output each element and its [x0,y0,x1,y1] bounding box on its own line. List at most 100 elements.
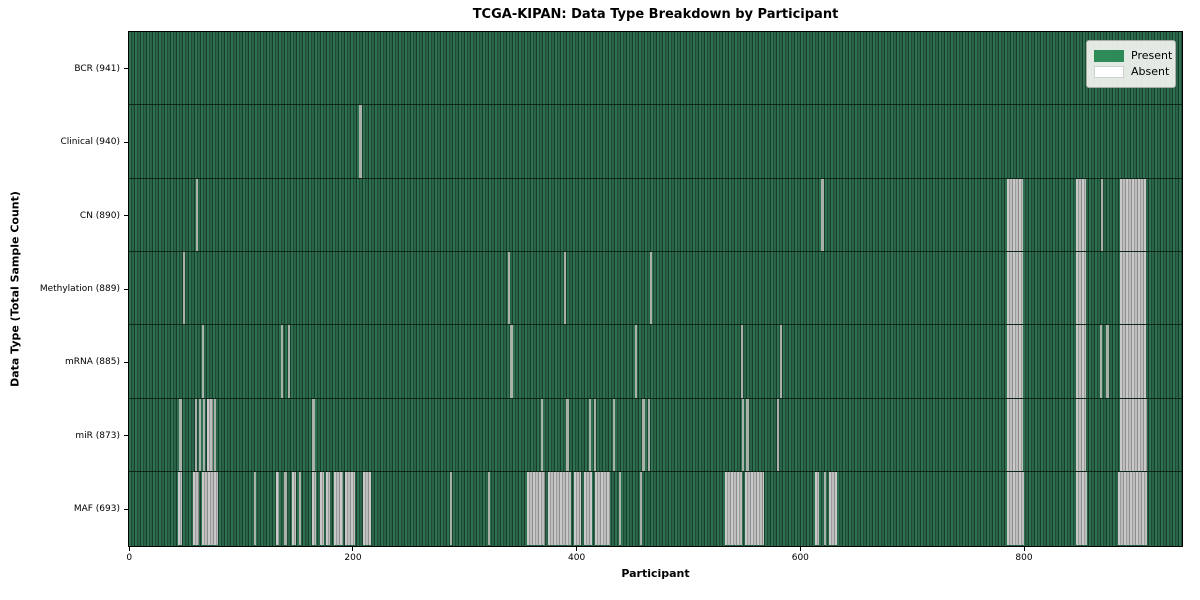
x-tick-label-400: 400 [568,553,586,563]
heatmap-row-mrna [129,325,1182,399]
absent-stripe [333,472,343,546]
heatmap-row-bcr [129,32,1182,106]
absent-stripe [1119,178,1146,251]
x-axis-label: Participant [621,567,690,580]
absent-stripe [275,472,279,546]
absent-stripe [284,472,287,546]
absent-stripe [642,398,645,472]
legend-present-label: Present [1131,49,1173,62]
absent-stripe [613,398,616,472]
y-tick-label-mrna: mRNA (885) [65,357,120,368]
y-tick-mark [124,361,128,363]
legend-absent-label: Absent [1131,65,1170,78]
heatmap-row-maf [129,472,1182,546]
absent-stripe [312,398,315,472]
absent-stripe [179,398,182,472]
absent-stripe [196,178,199,251]
absent-stripe [745,472,765,546]
absent-stripe [779,325,783,398]
x-tick-mark [576,547,578,551]
absent-stripe [594,398,597,472]
absent-stripe [1006,325,1023,398]
x-tick-label-600: 600 [791,553,809,563]
absent-stripe [508,252,511,325]
absent-stripe [650,252,653,325]
absent-stripe [281,325,284,398]
absent-stripe [298,472,302,546]
absent-stripe [640,472,643,546]
absent-stripe [287,325,291,398]
absent-stripe [746,398,749,472]
absent-stripe [1099,325,1102,398]
y-tick-mark [124,215,128,217]
absent-stripe [814,472,820,546]
absent-stripe [540,398,543,472]
absent-stripe [194,398,198,472]
absent-stripe [320,472,324,546]
y-tick-label-mir: miR (873) [75,430,120,441]
absent-stripe [1117,472,1147,546]
absent-stripe [574,472,581,546]
y-tick-mark [124,288,128,290]
chart-title: TCGA-KIPAN: Data Type Breakdown by Parti… [472,7,839,22]
heatmap-row-cn [129,178,1182,252]
y-tick-label-methylation: Methylation (889) [39,284,120,294]
absent-stripe [647,398,651,472]
absent-stripe [488,472,491,546]
absent-stripe [776,398,779,472]
absent-stripe [1076,178,1087,251]
absent-stripe [1100,178,1104,251]
y-tick-mark [124,141,128,143]
absent-stripe [1076,325,1087,398]
absent-stripe [584,472,592,546]
absent-stripe [254,472,257,546]
y-tick-mark [124,435,128,437]
x-tick-label-800: 800 [1015,553,1033,563]
x-tick-mark [1023,547,1025,551]
absent-stripe [199,398,202,472]
absent-stripe [1076,252,1087,325]
legend-entry-absent: Absent [1094,65,1170,79]
x-tick-label-0: 0 [126,553,133,563]
absent-stripe [201,472,219,546]
absent-stripe [588,398,591,472]
absent-stripe [1006,178,1023,251]
absent-stripe [725,472,742,546]
absent-stripe [178,472,182,546]
absent-stripe [829,472,837,546]
absent-stripe [201,325,204,398]
absent-stripe [344,472,355,546]
heatmap-row-clinical [129,105,1182,179]
absent-stripe [821,178,824,251]
absent-stripe [564,252,567,325]
absent-stripe [325,472,331,546]
y-tick-mark [124,68,128,70]
absent-stripe [634,325,637,398]
absent-stripe [510,325,513,398]
absent-stripe [1119,398,1147,472]
absent-stripe [548,472,571,546]
absent-stripe [202,398,206,472]
y-tick-label-cn: CN (890) [79,210,120,221]
heatmap-plot-area [128,31,1183,547]
absent-stripe [527,472,546,546]
absent-stripe [740,325,743,398]
absent-stripe [312,472,316,546]
absent-stripe [449,472,453,546]
legend: Present Absent [1086,40,1176,88]
absent-stripe [595,472,610,546]
absent-stripe [1006,472,1024,546]
absent-stripe [292,472,296,546]
x-tick-mark [128,547,130,551]
y-tick-label-bcr: BCR (941) [74,63,120,74]
absent-stripe [207,398,213,472]
y-axis-label: Data Type (Total Sample Count) [8,191,22,387]
y-tick-label-maf: MAF (693) [73,504,120,515]
absent-stripe [1106,325,1109,398]
absent-stripe [741,398,745,472]
absent-stripe [359,105,362,178]
absent-stripe [1119,252,1146,325]
x-tick-label-200: 200 [344,553,362,563]
absent-stripe [1076,472,1088,546]
